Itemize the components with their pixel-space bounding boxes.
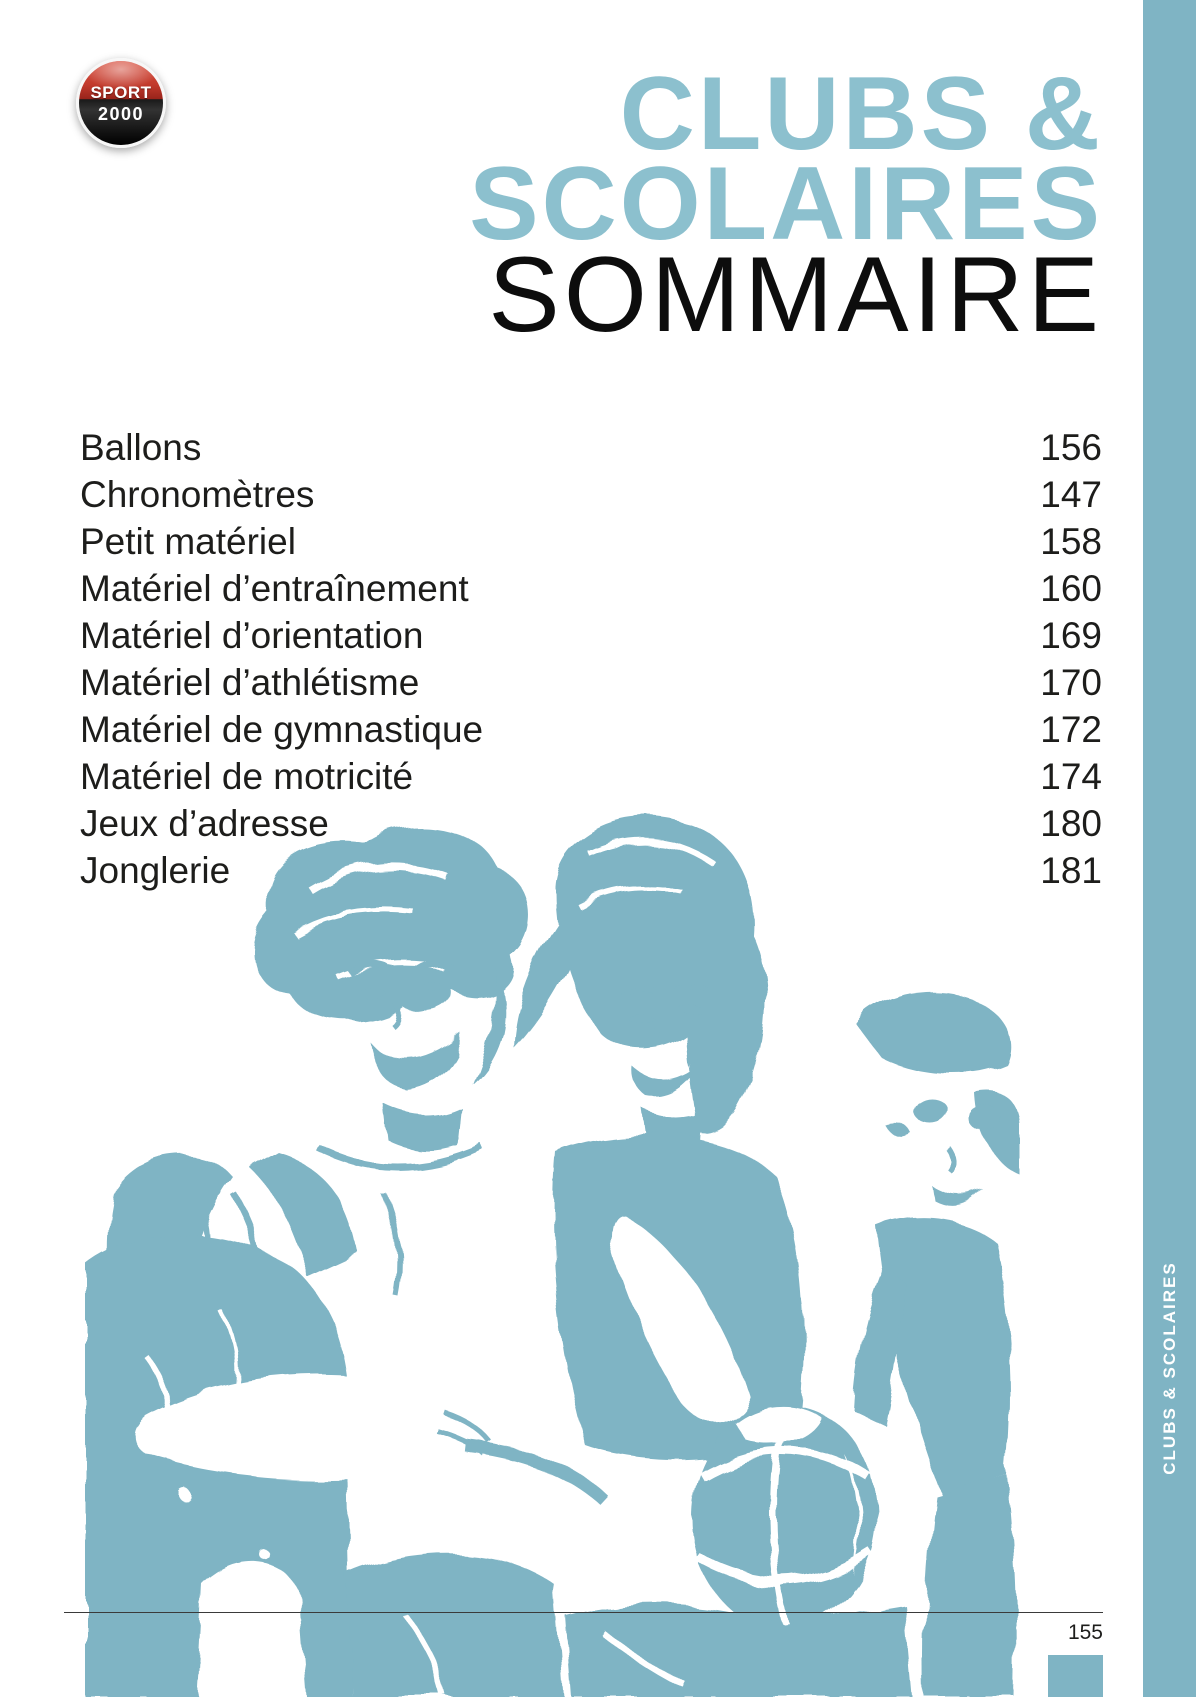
toc-entry-page: 160 [1040, 568, 1102, 609]
toc-entry-label: Matériel de motricité [80, 756, 414, 797]
logo-text-2000: 2000 [97, 103, 145, 124]
toc-entry-label: Matériel d’athlétisme [80, 662, 420, 703]
toc-entry-label: Jonglerie [80, 850, 231, 891]
toc-row[interactable]: Jonglerie 181 [80, 847, 1102, 894]
toc-entry-page: 147 [1040, 474, 1102, 515]
toc-row[interactable]: Petit matériel 158 [80, 518, 1102, 565]
toc-entry-label: Ballons [80, 427, 202, 468]
toc-entry-page: 172 [1040, 709, 1102, 750]
toc-entry-page: 158 [1040, 521, 1102, 562]
footer-rule [64, 1612, 1103, 1613]
toc-entry-label: Matériel d’entraînement [80, 568, 469, 609]
toc-entry-label: Chronomètres [80, 474, 315, 515]
toc-row[interactable]: Jeux d’adresse 180 [80, 800, 1102, 847]
bottom-shadow-masses [197, 1554, 913, 1697]
boy-figure [85, 826, 610, 1697]
table-of-contents: Ballons 156 Chronomètres 147 Petit matér… [80, 424, 1102, 894]
toc-entry-page: 169 [1040, 615, 1102, 656]
toc-row[interactable]: Matériel d’athlétisme 170 [80, 659, 1102, 706]
toc-entry-page: 156 [1040, 427, 1102, 468]
toc-row[interactable]: Matériel d’entraînement 160 [80, 565, 1102, 612]
toc-row[interactable]: Matériel d’orientation 169 [80, 612, 1102, 659]
side-tab-label: CLUBS & SCOLAIRES [1159, 1261, 1179, 1475]
duotone-shapes [85, 817, 1020, 1697]
toc-entry-page: 170 [1040, 662, 1102, 703]
section-title-line1: CLUBS & [619, 56, 1103, 172]
toc-row[interactable]: Matériel de gymnastique 172 [80, 706, 1102, 753]
toc-entry-label: Jeux d’adresse [80, 803, 329, 844]
toc-entry-page: 181 [1040, 850, 1102, 891]
section-title-line2: SCOLAIRES [469, 146, 1103, 262]
toc-row[interactable]: Chronomètres 147 [80, 471, 1102, 518]
page-number: 155 [1067, 1621, 1103, 1644]
page-header: CLUBS & SCOLAIRES SOMMAIRE [469, 56, 1103, 354]
toc-row[interactable]: Ballons 156 [80, 424, 1102, 471]
logo-text-sport: SPORT [90, 82, 152, 102]
toc-entry-label: Matériel d’orientation [80, 615, 424, 656]
third-child-figure [853, 992, 1020, 1697]
toc-entry-page: 174 [1040, 756, 1102, 797]
toc-entry-label: Petit matériel [80, 521, 296, 562]
basketball [691, 1404, 879, 1630]
toc-row[interactable]: Matériel de motricité 174 [80, 753, 1102, 800]
side-tab-band: CLUBS & SCOLAIRES [1143, 0, 1196, 1697]
children-duotone-photo [85, 817, 1020, 1697]
girl-figure [513, 817, 804, 1460]
corner-accent-square [1048, 1655, 1103, 1697]
page-title-sommaire: SOMMAIRE [488, 234, 1103, 354]
toc-entry-label: Matériel de gymnastique [80, 709, 484, 750]
sport-2000-logo: SPORT 2000 [76, 58, 166, 148]
toc-entry-page: 180 [1040, 803, 1102, 844]
